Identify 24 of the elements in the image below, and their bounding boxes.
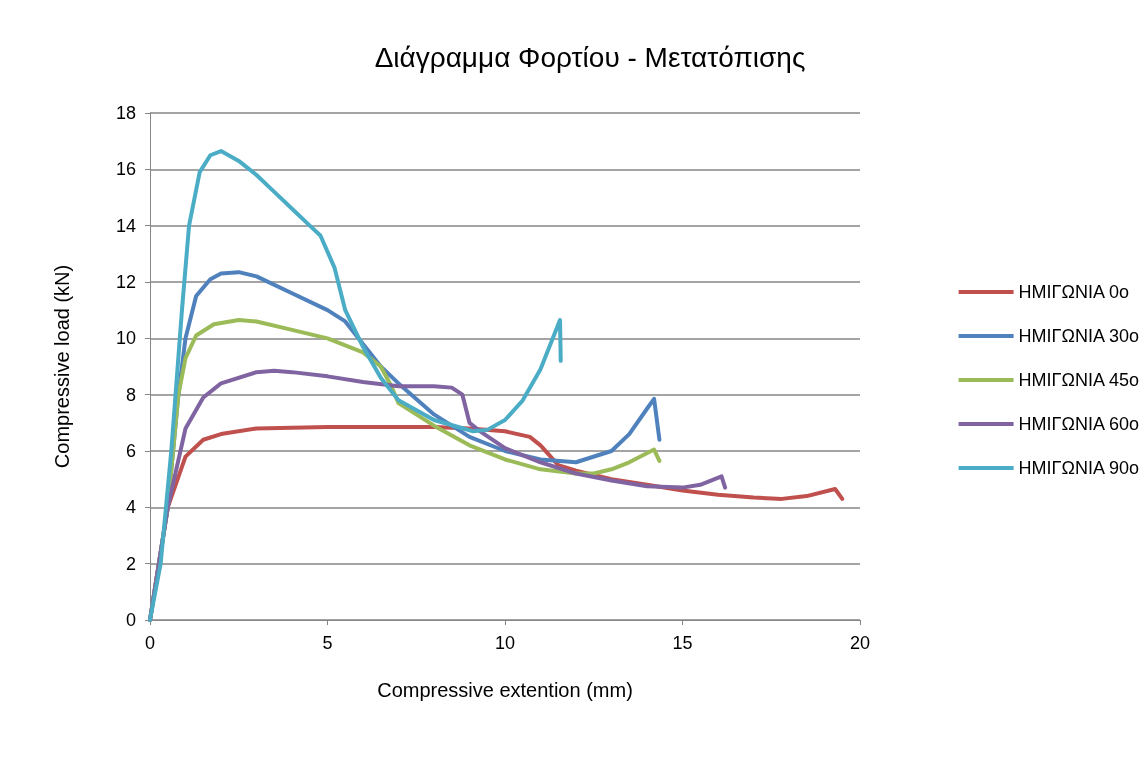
y-tick-label: 18 — [115, 103, 136, 123]
y-tick-label: 12 — [115, 272, 136, 292]
y-tick-label: 16 — [115, 159, 136, 180]
x-tick-label: 10 — [494, 633, 516, 653]
y-tick-label: 14 — [115, 215, 136, 236]
legend-label: ΗΜΙΓΩΝΙΑ 45ο — [1018, 370, 1140, 390]
legend-label: ΗΜΙΓΩΝΙΑ 60ο — [1018, 414, 1140, 434]
y-tick-label: 6 — [125, 441, 136, 461]
legend-label: ΗΜΙΓΩΝΙΑ 90ο — [1018, 458, 1140, 478]
x-axis-title: Compressive extention (mm) — [377, 679, 633, 701]
y-tick-label: 4 — [125, 497, 136, 518]
legend-label: ΗΜΙΓΩΝΙΑ 0ο — [1018, 282, 1129, 302]
legend-label: ΗΜΙΓΩΝΙΑ 30ο — [1018, 326, 1140, 346]
x-tick-label: 20 — [849, 633, 871, 653]
chart-title: Διάγραμμα Φορτίου - Μετατόπισης — [374, 41, 806, 73]
y-tick-label: 8 — [125, 384, 136, 405]
x-tick-label: 15 — [672, 633, 693, 653]
x-tick-label: 5 — [322, 633, 333, 653]
x-tick-label: 0 — [144, 633, 156, 653]
y-tick-label: 10 — [115, 328, 136, 349]
y-axis-title: Compressive load (kN) — [51, 264, 73, 469]
y-tick-label: 0 — [125, 610, 136, 630]
y-tick-label: 2 — [125, 553, 136, 574]
line-series — [148, 149, 563, 622]
